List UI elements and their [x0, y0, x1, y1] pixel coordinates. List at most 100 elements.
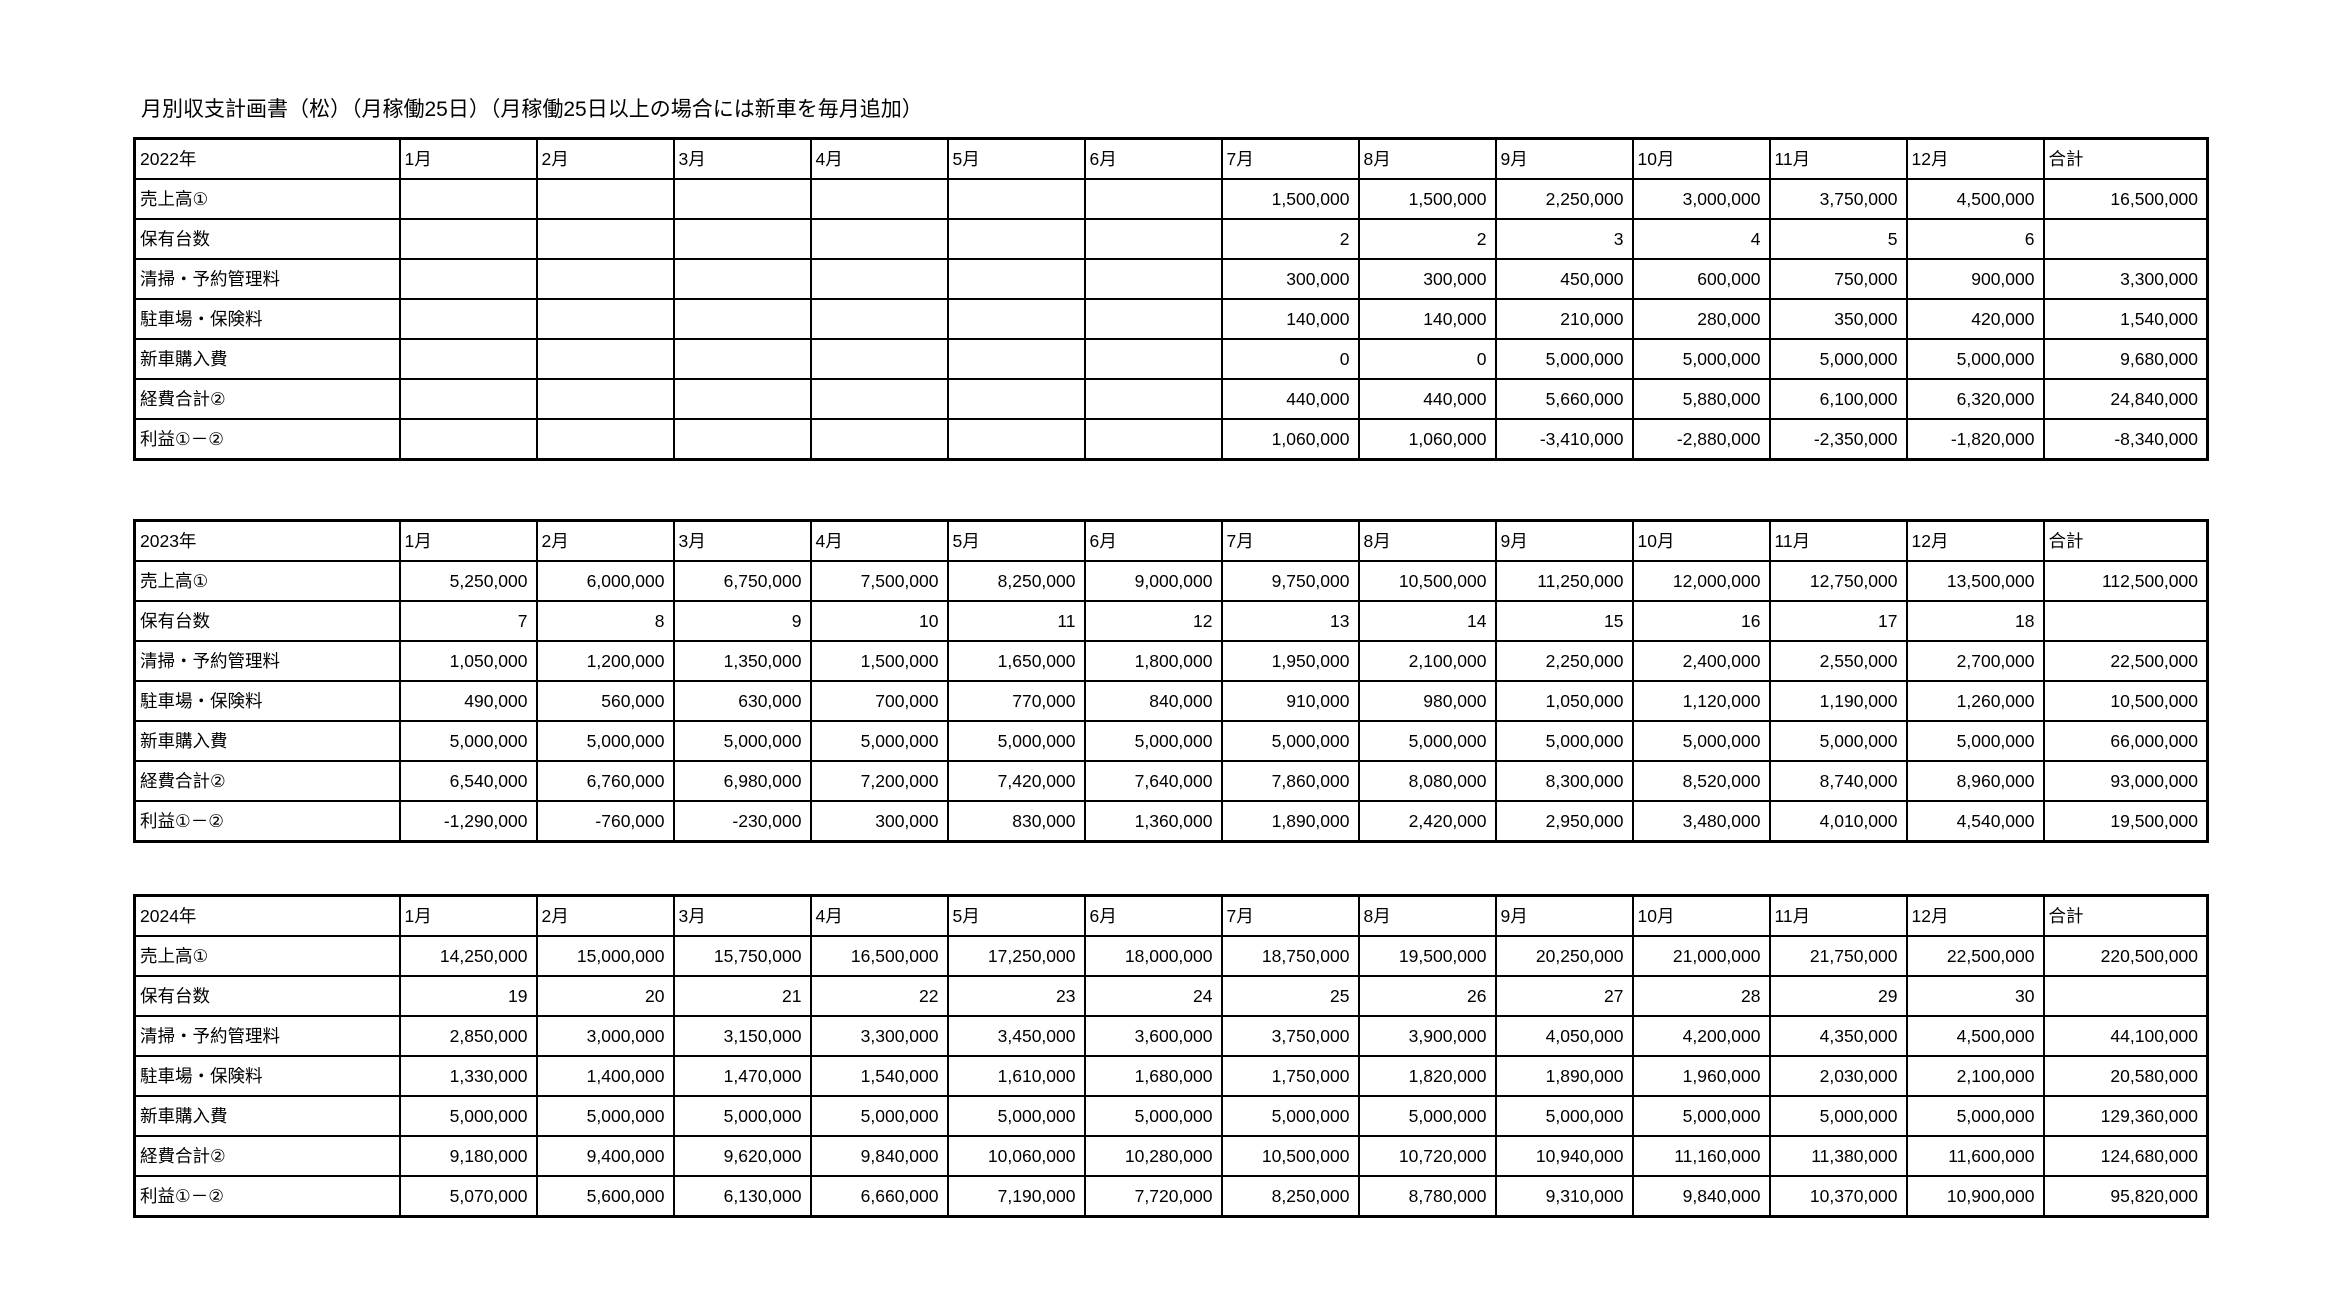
month-header-cell: 5月	[946, 519, 1086, 562]
value-cell	[946, 378, 1086, 420]
value-cell: 3,480,000	[1631, 800, 1771, 843]
value-cell: 9,840,000	[1631, 1175, 1771, 1218]
value-cell	[946, 298, 1086, 340]
row-label-cell: 保有台数	[133, 600, 401, 642]
month-header-cell: 8月	[1357, 894, 1497, 937]
value-cell: -760,000	[535, 800, 675, 843]
value-cell	[398, 378, 538, 420]
value-cell: 7,860,000	[1220, 760, 1360, 802]
value-cell: 5,000,000	[809, 1095, 949, 1137]
month-header-cell: 6月	[1083, 519, 1223, 562]
value-cell: 5,600,000	[535, 1175, 675, 1218]
month-header-cell: 11月	[1768, 519, 1908, 562]
value-cell: 2	[1220, 218, 1360, 260]
value-cell: 11,160,000	[1631, 1135, 1771, 1177]
value-cell: 3,300,000	[809, 1015, 949, 1057]
header-row: 2023年 1月 2月 3月 4月 5月 6月 7月 8月 9月 10月 11月 12月 合計	[133, 519, 2209, 562]
value-cell: 2,100,000	[1357, 640, 1497, 682]
value-cell: 7	[398, 600, 538, 642]
value-cell: 5,000,000	[1768, 338, 1908, 380]
value-cell: 3,000,000	[1631, 178, 1771, 220]
value-cell: 5,000,000	[1357, 720, 1497, 762]
table-row: 利益①－② 1,060,000 1,060,000 -3,410,000 -2,880,…	[133, 418, 2209, 461]
month-header-cell: 3月	[672, 137, 812, 180]
value-cell: 10,500,000	[1220, 1135, 1360, 1177]
value-cell: 630,000	[672, 680, 812, 722]
value-cell: 700,000	[809, 680, 949, 722]
value-cell: 16,500,000	[2042, 178, 2209, 220]
value-cell: 10,940,000	[1494, 1135, 1634, 1177]
value-cell: 300,000	[1220, 258, 1360, 300]
table-row: 新車購入費 0 0 5,000,000 5,000,000 5,000,000 5,000,…	[133, 338, 2209, 380]
value-cell: 8,780,000	[1357, 1175, 1497, 1218]
value-cell: 5,880,000	[1631, 378, 1771, 420]
value-cell: 22,500,000	[1905, 935, 2045, 977]
value-cell: 27	[1494, 975, 1634, 1017]
table-row: 新車購入費 5,000,000 5,000,000 5,000,000 5,000,00…	[133, 1095, 2209, 1137]
value-cell: 560,000	[535, 680, 675, 722]
value-cell: 6,100,000	[1768, 378, 1908, 420]
value-cell: 9,000,000	[1083, 560, 1223, 602]
value-cell: 8,300,000	[1494, 760, 1634, 802]
value-cell: 1,050,000	[398, 640, 538, 682]
value-cell: 44,100,000	[2042, 1015, 2209, 1057]
value-cell: 22,500,000	[2042, 640, 2209, 682]
value-cell: 10	[809, 600, 949, 642]
value-cell: 7,420,000	[946, 760, 1086, 802]
value-cell	[672, 338, 812, 380]
value-cell: 6	[1905, 218, 2045, 260]
value-cell	[398, 218, 538, 260]
total-header-cell: 合計	[2042, 137, 2209, 180]
value-cell: 1,500,000	[809, 640, 949, 682]
value-cell: 1,330,000	[398, 1055, 538, 1097]
value-cell: 2,100,000	[1905, 1055, 2045, 1097]
value-cell	[1083, 338, 1223, 380]
value-cell: 4,010,000	[1768, 800, 1908, 843]
value-cell: 1,820,000	[1357, 1055, 1497, 1097]
row-label-cell: 売上高①	[133, 560, 401, 602]
value-cell: 220,500,000	[2042, 935, 2209, 977]
month-header-cell: 4月	[809, 137, 949, 180]
value-cell: 5,000,000	[1494, 338, 1634, 380]
month-header-cell: 8月	[1357, 137, 1497, 180]
value-cell: -3,410,000	[1494, 418, 1634, 461]
value-cell	[672, 218, 812, 260]
value-cell: 22	[809, 975, 949, 1017]
value-cell: 8,080,000	[1357, 760, 1497, 802]
value-cell: 1,400,000	[535, 1055, 675, 1097]
month-header-cell: 7月	[1220, 894, 1360, 937]
value-cell: 4,200,000	[1631, 1015, 1771, 1057]
value-cell: 210,000	[1494, 298, 1634, 340]
year-header-cell: 2022年	[133, 137, 401, 180]
value-cell: 2,250,000	[1494, 640, 1634, 682]
value-cell: 840,000	[1083, 680, 1223, 722]
value-cell: 11,250,000	[1494, 560, 1634, 602]
value-cell	[809, 178, 949, 220]
value-cell: 1,470,000	[672, 1055, 812, 1097]
table-row: 駐車場・保険料 1,330,000 1,400,000 1,470,000 1,540,…	[133, 1055, 2209, 1097]
value-cell: 10,370,000	[1768, 1175, 1908, 1218]
value-cell: 1,060,000	[1357, 418, 1497, 461]
value-cell	[535, 338, 675, 380]
value-cell: 7,500,000	[809, 560, 949, 602]
table-row: 保有台数 7 8 9 10 11 12 13 14 15 16 17 18	[133, 600, 2209, 642]
value-cell: 9,840,000	[809, 1135, 949, 1177]
row-label-cell: 駐車場・保険料	[133, 680, 401, 722]
value-cell	[535, 378, 675, 420]
value-cell: 5,000,000	[398, 720, 538, 762]
row-label-cell: 清掃・予約管理料	[133, 640, 401, 682]
value-cell: 6,320,000	[1905, 378, 2045, 420]
value-cell: 6,980,000	[672, 760, 812, 802]
value-cell: 8,250,000	[1220, 1175, 1360, 1218]
value-cell	[535, 258, 675, 300]
value-cell: 5,660,000	[1494, 378, 1634, 420]
row-label-cell: 駐車場・保険料	[133, 298, 401, 340]
value-cell: 300,000	[809, 800, 949, 843]
row-label-cell: 新車購入費	[133, 1095, 401, 1137]
value-cell: 1,680,000	[1083, 1055, 1223, 1097]
value-cell: 1,260,000	[1905, 680, 2045, 722]
value-cell: 9,620,000	[672, 1135, 812, 1177]
value-cell: 5,000,000	[1631, 1095, 1771, 1137]
value-cell: 5,000,000	[1220, 720, 1360, 762]
